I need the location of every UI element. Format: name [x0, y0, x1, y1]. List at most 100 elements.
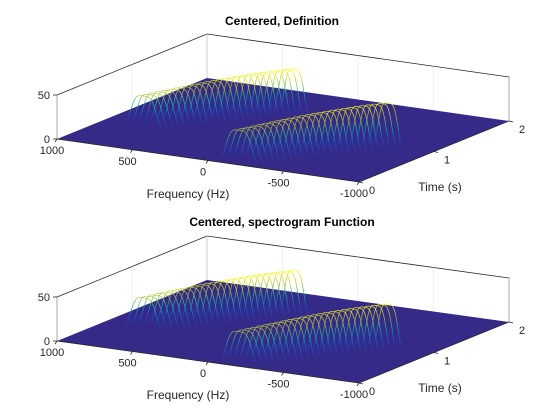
spectrum-ridge-segment	[294, 148, 296, 152]
spectrum-ridge-segment	[221, 83, 223, 85]
spectrum-ridge-segment	[294, 278, 296, 281]
spectrum-ridge-segment	[242, 290, 244, 294]
spectrum-ridge-segment	[197, 289, 199, 292]
spectrum-ridge-segment	[220, 101, 222, 105]
spectrum-ridge-segment	[322, 131, 324, 135]
spectrum-ridge-segment	[257, 78, 259, 80]
spectrum-ridge-segment	[261, 139, 263, 143]
spectrum-ridge-segment	[289, 281, 291, 284]
spectrum-ridge-segment	[285, 318, 287, 320]
spectrum-ridge-segment	[378, 115, 380, 119]
spectrum-ridge-segment	[351, 108, 353, 111]
spectrum-ridge-segment	[393, 106, 395, 109]
spectrum-ridge-segment	[237, 321, 239, 324]
spectrum-ridge-segment	[298, 272, 300, 274]
spectrum-ridge-segment	[223, 89, 226, 92]
spectrum-ridge-segment	[250, 126, 252, 128]
spectrum-ridge-segment	[297, 271, 299, 273]
spectrum-ridge-segment	[356, 152, 358, 154]
spectrum-ridge-segment	[253, 289, 255, 293]
spectrum-ridge-segment	[265, 82, 267, 86]
spectrum-ridge-segment	[232, 79, 234, 81]
spectrum-ridge-segment	[242, 285, 244, 289]
spectrum-ridge-segment	[191, 126, 193, 128]
spectrum-ridge-segment	[145, 116, 147, 119]
spectrum-ridge-segment	[131, 122, 133, 124]
spectrum-ridge-segment	[204, 113, 207, 117]
spectrum-ridge-segment	[255, 75, 258, 77]
spectrum-ridge-segment	[260, 312, 262, 314]
spectrum-ridge-segment	[209, 287, 211, 289]
spectrum-ridge-segment	[315, 157, 317, 159]
spectrum-ridge-segment	[276, 129, 279, 132]
spectrum-ridge-segment	[255, 294, 257, 299]
spectrum-ridge-segment	[191, 106, 193, 110]
spectrum-ridge-segment	[252, 82, 255, 85]
spectrum-ridge-segment	[276, 147, 279, 151]
spectrum-ridge-segment	[204, 312, 206, 316]
spectrum-ridge-segment	[249, 141, 252, 145]
spectrum-ridge-segment	[368, 107, 370, 109]
spectrum-ridge-segment	[235, 291, 237, 296]
spectrum-ridge-segment	[206, 112, 208, 115]
spectrum-ridge-segment	[296, 87, 299, 92]
spectrum-ridge-segment	[304, 299, 306, 303]
spectrum-ridge-segment	[149, 120, 151, 122]
spectrum-ridge-segment	[181, 95, 184, 98]
spectrum-ridge-segment	[259, 112, 261, 115]
spectrum-ridge-segment	[222, 94, 224, 99]
spectrum-ridge-segment	[232, 121, 234, 124]
spectrum-ridge-segment	[297, 69, 299, 71]
spectrum-ridge-segment	[231, 93, 233, 97]
spectrum-ridge-segment	[252, 94, 254, 98]
spectrum-ridge-segment	[233, 106, 236, 110]
spectrum-ridge-segment	[280, 141, 282, 145]
spectrum-ridge-segment	[249, 295, 251, 299]
spectrum-ridge-segment	[270, 92, 273, 96]
spectrum-ridge-segment	[200, 295, 202, 299]
spectrum-ridge-segment	[168, 95, 170, 97]
spectrum-ridge-segment	[274, 125, 276, 127]
spectrum-ridge-segment	[263, 105, 266, 109]
spectrum-ridge-segment	[244, 306, 246, 309]
spectrum-ridge-segment	[323, 120, 326, 123]
spectrum-ridge-segment	[319, 145, 321, 147]
spectrum-ridge-segment	[243, 131, 246, 133]
spectrum-ridge-segment	[293, 123, 295, 125]
spectrum-ridge-segment	[226, 122, 228, 124]
spectrum-ridge-segment	[259, 156, 262, 159]
spectrum-ridge-segment	[359, 147, 362, 150]
spectrum-ridge-segment	[321, 116, 324, 118]
spectrum-ridge-segment	[212, 314, 214, 316]
spectrum-ridge-segment	[284, 282, 287, 287]
spectrum-ridge-segment	[194, 89, 196, 92]
spectrum-ridge-segment	[328, 127, 331, 131]
spectrum-ridge-segment	[212, 293, 214, 296]
spectrum-ridge-segment	[208, 84, 210, 87]
spectrum-ridge-segment	[262, 153, 264, 155]
spectrum-ridge-segment	[261, 74, 263, 76]
spectrum-ridge-segment	[369, 106, 371, 109]
spectrum-ridge-segment	[289, 129, 291, 132]
spectrum-ridge-segment	[361, 112, 363, 115]
spectrum-ridge-segment	[298, 299, 300, 304]
spectrum-ridge-segment	[272, 87, 274, 91]
spectrum-ridge-segment	[234, 295, 236, 299]
spectrum-ridge-segment	[244, 279, 246, 281]
spectrum-ridge-segment	[359, 123, 361, 128]
spectrum-ridge-segment	[361, 125, 363, 129]
spectrum-ridge-segment	[218, 117, 220, 120]
x-tick-mark	[130, 149, 133, 153]
spectrum-ridge-segment	[402, 147, 404, 149]
spectrum-ridge-segment	[313, 117, 316, 120]
spectrum-ridge-segment	[199, 318, 202, 322]
spectrum-ridge-segment	[385, 125, 387, 130]
spectrum-ridge-segment	[336, 117, 339, 121]
spectrum-ridge-segment	[374, 107, 377, 110]
spectrum-ridge-segment	[173, 93, 175, 95]
spectrum-ridge-segment	[181, 117, 183, 120]
spectrum-ridge-segment	[347, 118, 350, 122]
spectrum-ridge-segment	[196, 86, 198, 88]
spectrum-ridge-segment	[283, 113, 286, 116]
spectrum-ridge-segment	[261, 280, 263, 284]
